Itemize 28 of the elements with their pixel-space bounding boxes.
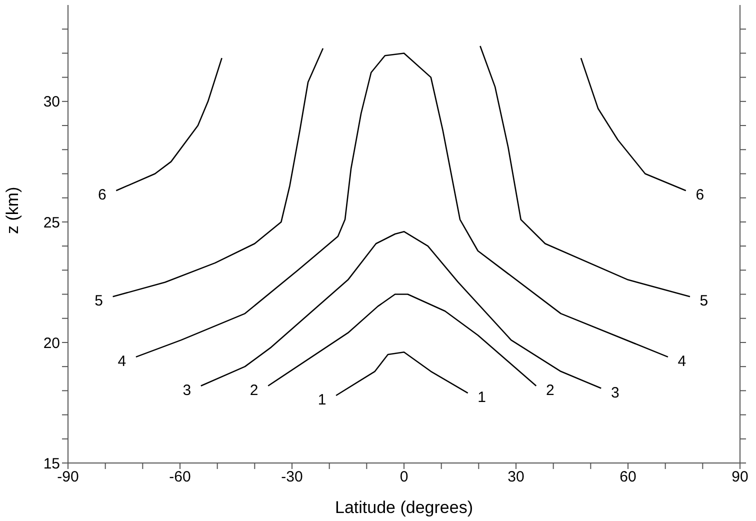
x-tick-label: 90 [732, 468, 748, 486]
y-tick-label: 20 [43, 334, 60, 352]
x-tick-label: 60 [620, 468, 636, 486]
line-series [267, 294, 537, 387]
text: 1 [478, 389, 486, 406]
text: 6 [696, 186, 704, 204]
text: 2 [546, 382, 554, 399]
series-label: 2 [250, 382, 258, 399]
text: 4 [678, 352, 686, 370]
x-tick-label: 30 [508, 468, 524, 486]
x-tick-label: 0 [400, 468, 408, 486]
text: 5 [94, 292, 103, 310]
line-series [335, 351, 468, 396]
series-label: 5 [700, 292, 708, 310]
series-label: 6 [98, 186, 106, 204]
series-label: 3 [182, 382, 192, 399]
line-series [135, 52, 669, 358]
x-axis-title: Latitude (degrees) [335, 498, 473, 517]
x-tick-label: -60 [169, 468, 191, 486]
y-tick-label: 30 [43, 94, 60, 111]
y-tick-label: 25 [43, 214, 60, 232]
y-axis-title: z (km) [3, 186, 22, 234]
series-label: 1 [318, 392, 326, 409]
y-tick-label: 15 [43, 455, 60, 472]
x-tick-label: -30 [281, 468, 303, 486]
series-label: 4 [118, 352, 126, 370]
x-tick-label: -90 [57, 468, 79, 486]
text: 3 [610, 384, 620, 402]
